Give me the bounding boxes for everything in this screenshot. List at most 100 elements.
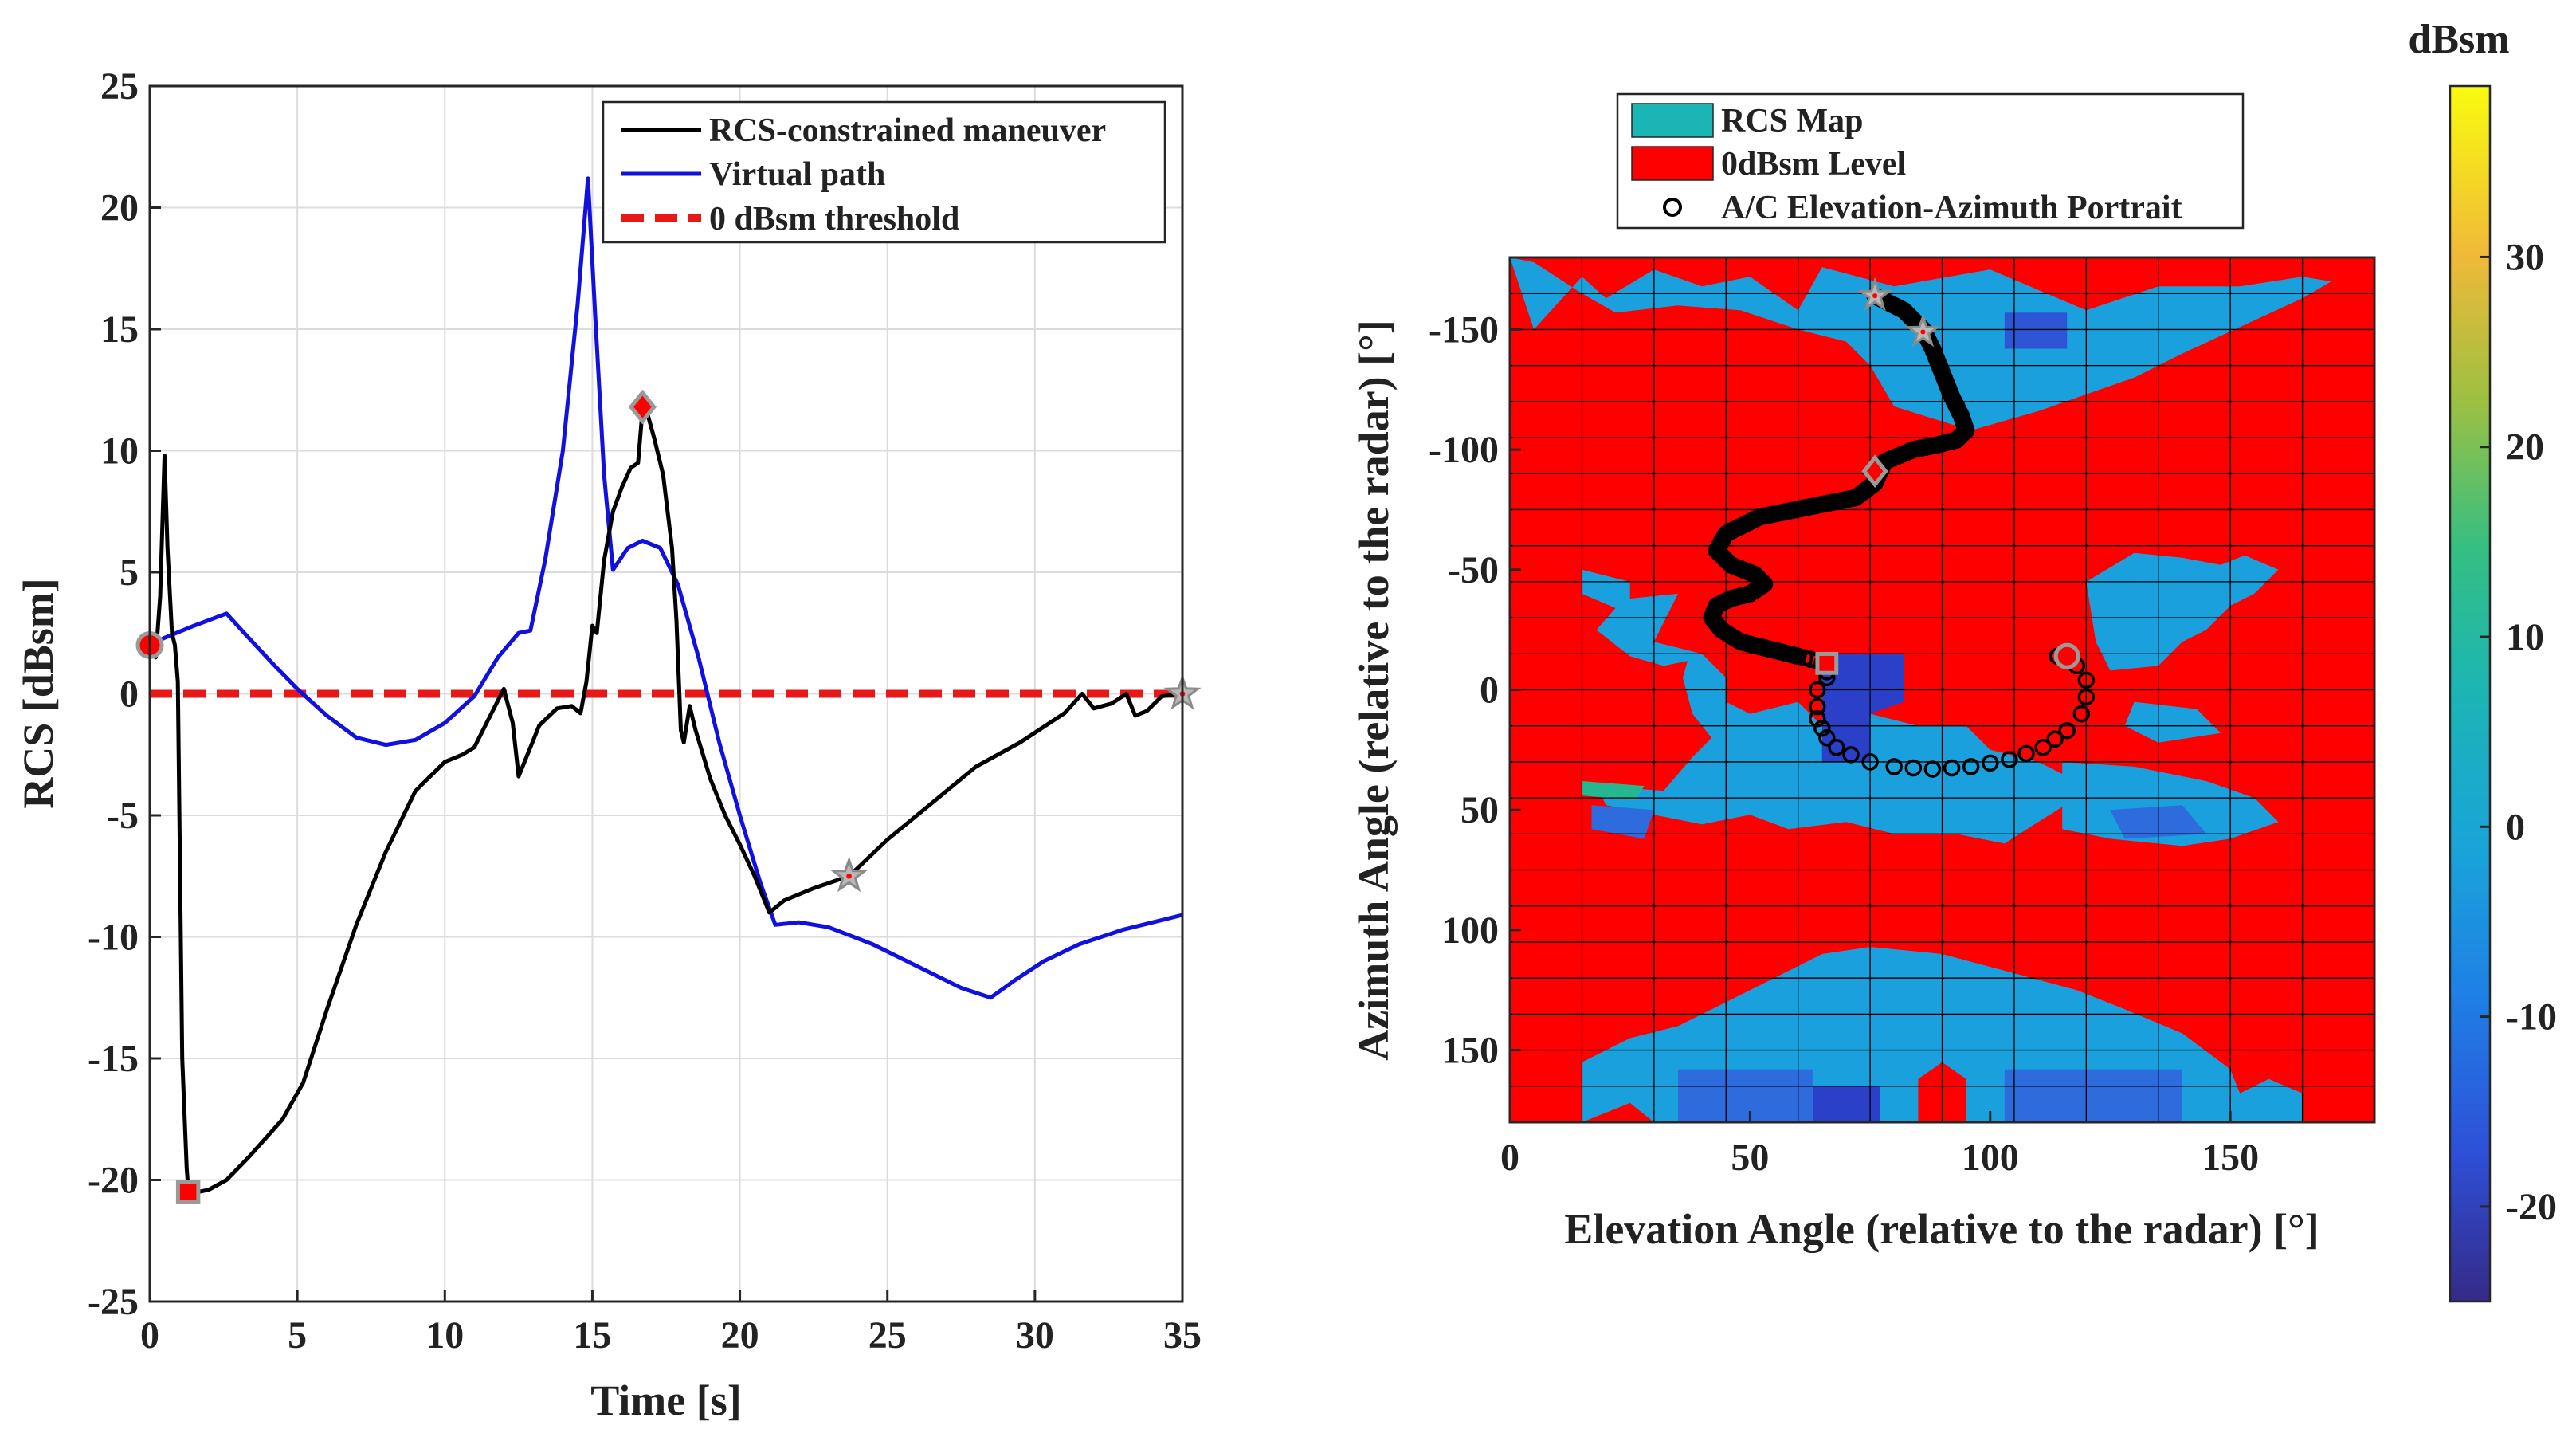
rcs-region-center-blue	[1591, 805, 1654, 839]
right-x-tick-label: 0	[1500, 1137, 1519, 1179]
right-markers	[1815, 277, 2080, 675]
trajectory-point	[1813, 719, 1831, 737]
right-x-tick-label: 50	[1731, 1137, 1769, 1179]
legend-swatch-rcs-map	[1631, 103, 1714, 138]
left-y-tick-label: 5	[120, 552, 139, 594]
right-x-axis-label: Elevation Angle (relative to the radar) …	[1564, 1205, 2319, 1253]
trajectory-point	[2072, 705, 2091, 723]
trajectory-point	[2077, 688, 2096, 706]
left-x-tick-label: 25	[868, 1314, 907, 1357]
left-y-tick-label: 20	[100, 187, 139, 230]
right-marker-star-center	[1920, 329, 1926, 335]
right-y-tick-label: -50	[1448, 549, 1499, 591]
left-y-tick-label: 10	[100, 430, 139, 473]
colorbar-tick-label: -20	[2506, 1186, 2557, 1228]
left-y-tick-label: -10	[88, 917, 139, 959]
left-marker-diamond	[628, 389, 657, 425]
rcs-region-center-green	[1582, 781, 1645, 801]
colorbar-gradient	[2449, 84, 2492, 1303]
legend-label-maneuver: RCS-constrained maneuver	[709, 112, 1106, 149]
colorbar-title: dBsm	[2408, 17, 2509, 62]
left-y-tick-label: -25	[88, 1281, 139, 1323]
left-x-tick-label: 30	[1016, 1314, 1054, 1357]
left-x-tick-label: 0	[140, 1314, 159, 1357]
right-y-tick-label: 50	[1461, 789, 1499, 831]
trajectory-point	[1828, 739, 1845, 756]
trajectory-point	[2058, 721, 2076, 740]
left-x-tick-label: 35	[1163, 1314, 1202, 1357]
legend-swatch-portrait	[1663, 198, 1682, 217]
trajectory-point	[2077, 671, 2096, 689]
legend-label-zero-level: 0dBsm Level	[1721, 146, 1906, 183]
trajectory-point	[1818, 729, 1836, 747]
right-y-tick-label: -100	[1429, 429, 1499, 471]
left-x-axis-label: Time [s]	[590, 1376, 741, 1424]
colorbar-tick-label: 30	[2506, 236, 2544, 278]
right-legend: RCS Map 0dBsm Level A/C Elevation-Azimut…	[1616, 92, 2245, 230]
rcs-region-top-band	[1510, 257, 2331, 430]
trajectory-point	[1809, 709, 1826, 728]
colorbar-tick-label: 10	[2506, 616, 2544, 658]
left-y-tick-label: 25	[100, 65, 139, 108]
left-x-tick-label: 10	[425, 1314, 464, 1357]
left-line-chart: 0 5 10 15 20 25 30 35 2520151050-5-10-15-20-25 …	[14, 65, 1202, 1424]
left-marker-square	[175, 1180, 201, 1204]
legend-label-virtual: Virtual path	[709, 156, 885, 193]
right-y-tick-label: 150	[1441, 1030, 1499, 1072]
left-x-tick-label: 5	[288, 1314, 307, 1357]
rcs-region-bottom-blue2	[2004, 1069, 2182, 1122]
left-x-tick-label: 20	[721, 1314, 759, 1357]
rcs-region-bottom-blue1	[1678, 1069, 1813, 1122]
colorbar-tick-label: -10	[2506, 996, 2557, 1039]
right-marker-diamond	[1861, 454, 1888, 489]
trajectory-point	[2046, 730, 2064, 748]
legend-label-rcs-map: RCS Map	[1721, 103, 1864, 139]
trajectory-point	[1923, 760, 1942, 778]
left-y-tick-label: 15	[100, 308, 139, 351]
trajectory-point	[1904, 759, 1923, 777]
right-y-tick-labels: -150 -100 -50 0 50 100 150	[1429, 308, 1499, 1071]
right-legend-box	[1616, 92, 2245, 230]
right-x-tick-label: 150	[2202, 1137, 2259, 1179]
rcs-region-right-lower	[2062, 761, 2279, 846]
colorbar: 30 20 10 0 -10 -20 dBsm	[2408, 17, 2557, 1303]
colorbar-tick-label: 20	[2506, 426, 2544, 469]
rcs-region-bottom-dark	[1812, 1086, 1880, 1122]
trajectory-point	[1982, 754, 1999, 772]
left-y-axis-label: RCS [dBsm]	[14, 578, 62, 809]
legend-label-portrait: A/C Elevation-Azimuth Portrait	[1721, 190, 2182, 226]
left-y-tick-label: -15	[88, 1038, 139, 1080]
left-marker-star-center	[846, 873, 852, 879]
right-x-tick-label: 100	[1962, 1137, 2019, 1179]
legend-swatch-zero-level	[1631, 146, 1714, 181]
colorbar-ticks: 30 20 10 0 -10 -20	[2480, 236, 2557, 1228]
rcs-region-center-dark	[1821, 654, 1904, 762]
legend-label-threshold: 0 dBsm threshold	[709, 201, 959, 238]
right-y-tick-label: -150	[1429, 308, 1499, 351]
right-heatmap-chart: 0 50 100 150 -150 -100 -50 0 50 100 150 Elevation…	[1350, 92, 2376, 1253]
left-y-tick-label: 0	[120, 673, 139, 716]
rcs-region-right-small	[2124, 701, 2221, 743]
right-y-tick-label: 0	[1480, 669, 1499, 712]
right-marker-star-center	[1872, 293, 1878, 299]
trajectory-point	[2001, 751, 2018, 768]
left-y-tick-labels: 25 20 15 10 5 0 -5 -10 -15 -20 -25	[88, 65, 139, 1323]
colorbar-tick-label: 0	[2506, 806, 2525, 848]
left-y-tick-label: -5	[107, 795, 139, 837]
left-x-tick-label: 15	[573, 1314, 611, 1357]
left-y-tick-label: -20	[88, 1160, 139, 1202]
trajectory-point	[1809, 697, 1826, 716]
left-axes-frame	[148, 84, 1184, 1303]
trajectory-point	[2017, 744, 2035, 763]
series-layer	[147, 176, 1183, 1195]
right-x-tick-labels: 0 50 100 150	[1500, 1137, 2259, 1179]
right-axes-frame	[1508, 256, 2376, 1124]
right-y-axis-label: Azimuth Angle (relative to the radar) [°…	[1350, 320, 1398, 1060]
series-maneuver-line	[147, 407, 1183, 1195]
series-virtual-line	[148, 176, 1183, 1000]
trajectory-point	[1885, 758, 1903, 775]
trajectory-point	[1809, 681, 1826, 699]
right-marker-square	[1815, 651, 1839, 675]
trajectory-point	[1943, 759, 1961, 777]
